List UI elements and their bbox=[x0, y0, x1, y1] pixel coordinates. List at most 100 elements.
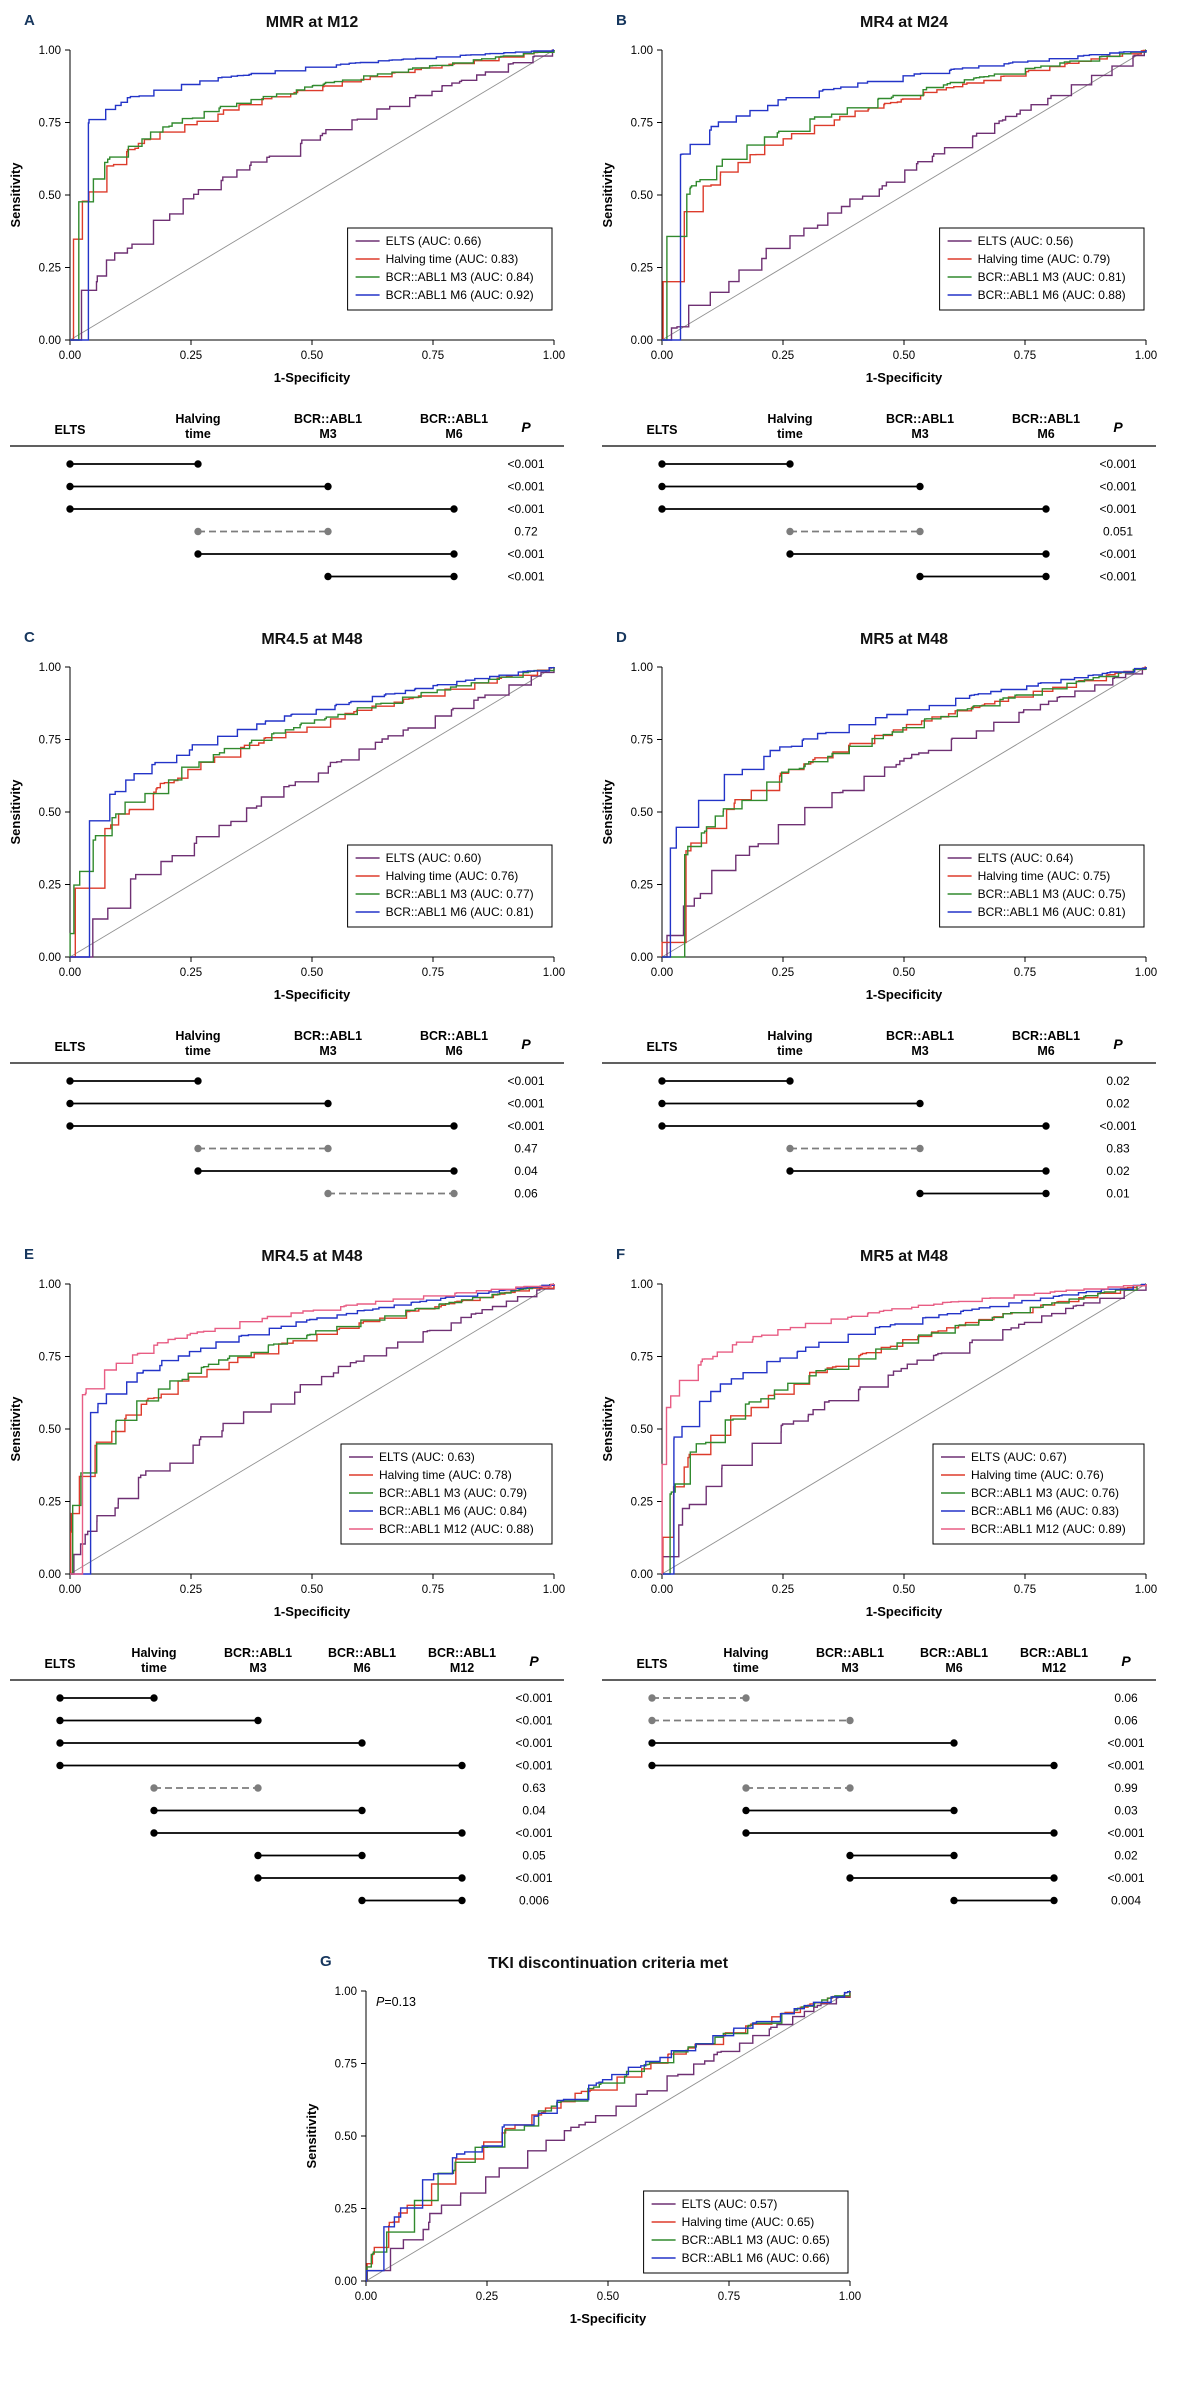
panel-letter: C bbox=[24, 629, 35, 646]
roc-curve-bcr-abl1-m3 bbox=[366, 1990, 851, 2282]
panel-G-header: G TKI discontinuation criteria met bbox=[302, 1951, 880, 1977]
column-header: BCR::ABL1 bbox=[328, 1646, 396, 1660]
column-header: time bbox=[141, 1661, 167, 1675]
x-tick-label: 0.50 bbox=[301, 967, 323, 979]
x-tick-label: 0.00 bbox=[59, 350, 81, 362]
roc-curve-halving-time bbox=[70, 667, 555, 958]
column-header: BCR::ABL1 bbox=[1012, 412, 1080, 426]
comparison-dot bbox=[916, 572, 924, 581]
comparison-dot bbox=[324, 1099, 332, 1108]
x-tick-label: 1.00 bbox=[1135, 1584, 1157, 1596]
roc-curve-halving-time bbox=[661, 666, 1147, 958]
panel-letter: E bbox=[24, 1246, 35, 1263]
comparison-dot bbox=[786, 1077, 794, 1085]
column-header: M3 bbox=[319, 427, 336, 441]
roc-plot-svg: 0.00 0.00 0.25 0.25 0.50 0.50 0.75 0.75 1.00 1.00… bbox=[304, 1986, 861, 2326]
column-header: BCR::ABL1 bbox=[420, 412, 488, 426]
panel-D: D MR5 at M48 0.00 0.00 0.25 0.25 0.50 0.50 0.7… bbox=[598, 627, 1176, 1214]
p-column-header: P bbox=[1113, 419, 1123, 435]
column-header: Halving bbox=[767, 1029, 812, 1043]
comparison-dot bbox=[916, 1099, 924, 1108]
x-tick-label: 0.75 bbox=[422, 967, 444, 979]
x-tick-label: 0.50 bbox=[893, 967, 915, 979]
x-axis-label: 1-Specificity bbox=[274, 1604, 351, 1619]
legend: ELTS (AUC: 0.57) Halving time (AUC: 0.65)… bbox=[643, 2190, 849, 2274]
comparison-dot bbox=[150, 1829, 158, 1837]
column-header: Halving bbox=[175, 1029, 220, 1043]
p-value: 0.04 bbox=[522, 1804, 546, 1818]
y-axis-label: Sensitivity bbox=[600, 779, 615, 845]
legend-label: BCR::ABL1 M3 (AUC: 0.65) bbox=[682, 2233, 830, 2247]
roc-curve-bcr-abl1-m6 bbox=[70, 49, 554, 341]
legend-label: BCR::ABL1 M3 (AUC: 0.81) bbox=[978, 270, 1126, 284]
panel-title: MR5 at M48 bbox=[859, 1248, 949, 1265]
p-value: 0.01 bbox=[1106, 1187, 1130, 1201]
column-header: ELTS bbox=[54, 1040, 85, 1054]
axes bbox=[361, 1990, 851, 2286]
figure-row-3: E MR4.5 at M48 0.00 0.00 0.25 0.25 0.50 0.50 0… bbox=[0, 1244, 1182, 1921]
comparison-row: 0.06 bbox=[648, 1691, 1138, 1705]
panel-letter: F bbox=[616, 1246, 626, 1263]
comparison-row: 0.06 bbox=[324, 1187, 538, 1201]
y-tick-label: 0.00 bbox=[39, 1569, 61, 1581]
y-tick-label: 0.50 bbox=[39, 807, 61, 819]
x-tick-label: 1.00 bbox=[839, 2291, 861, 2303]
legend-box bbox=[340, 1443, 553, 1545]
comparison-row: <0.001 bbox=[66, 480, 545, 494]
comparison-dot bbox=[1042, 550, 1050, 558]
comparison-dot bbox=[742, 1784, 750, 1792]
roc-curve-bcr-abl1-m6 bbox=[365, 1991, 851, 2282]
comparison-dot bbox=[786, 1144, 794, 1153]
legend: ELTS (AUC: 0.66) Halving time (AUC: 0.83)… bbox=[347, 227, 553, 311]
y-tick-label: 0.00 bbox=[39, 952, 61, 964]
y-tick-label: 1.00 bbox=[39, 45, 61, 57]
comparison-row: <0.001 bbox=[66, 502, 545, 516]
x-tick-label: 0.50 bbox=[301, 350, 323, 362]
legend-label: BCR::ABL1 M6 (AUC: 0.66) bbox=[682, 2251, 830, 2265]
axes bbox=[65, 49, 555, 345]
panel-letter: B bbox=[616, 12, 627, 29]
comparison-dot bbox=[66, 1099, 74, 1108]
x-tick-label: 0.00 bbox=[651, 1584, 673, 1596]
y-tick-label: 0.75 bbox=[39, 118, 61, 130]
column-header: M6 bbox=[353, 1661, 370, 1675]
figure-root: A MMR at M12 0.00 0.00 0.25 0.25 0.50 0.50 0.7… bbox=[0, 10, 1182, 2335]
comparison-row: <0.001 bbox=[846, 1871, 1145, 1885]
column-header: BCR::ABL1 bbox=[420, 1029, 488, 1043]
column-header: M3 bbox=[249, 1661, 266, 1675]
comparison-row: 0.051 bbox=[786, 525, 1133, 539]
comparison-dot bbox=[1042, 572, 1050, 581]
comparison-row: <0.001 bbox=[916, 570, 1137, 584]
comparison-dot bbox=[450, 505, 458, 513]
p-column-header: P bbox=[1113, 1036, 1123, 1052]
roc-curve-bcr-abl1-m3 bbox=[662, 1283, 1147, 1575]
legend-label: BCR::ABL1 M12 (AUC: 0.89) bbox=[971, 1522, 1126, 1536]
roc-curve-bcr-abl1-m6 bbox=[70, 1284, 555, 1575]
comparison-dot bbox=[648, 1716, 656, 1725]
p-value: <0.001 bbox=[515, 1714, 552, 1728]
comparison-dot bbox=[358, 1851, 366, 1860]
figure-row-4: G TKI discontinuation criteria met 0.00 0… bbox=[0, 1951, 1182, 2335]
figure-row-1: A MMR at M12 0.00 0.00 0.25 0.25 0.50 0.50 0.7… bbox=[0, 10, 1182, 597]
legend-label: BCR::ABL1 M6 (AUC: 0.88) bbox=[978, 288, 1126, 302]
column-header: BCR::ABL1 bbox=[816, 1646, 884, 1660]
roc-curve-elts bbox=[662, 667, 1147, 958]
column-header: ELTS bbox=[44, 1657, 75, 1671]
p-value: <0.001 bbox=[515, 1826, 552, 1840]
comparison-dot bbox=[324, 482, 332, 491]
roc-curve-bcr-abl1-m6 bbox=[70, 667, 555, 958]
roc-chart: 0.00 0.00 0.25 0.25 0.50 0.50 0.75 0.75 1.00 1.00… bbox=[598, 1272, 1160, 1628]
pairwise-comparison-table: ELTS Halving time BCR::ABL1 M3 BCR::ABL1 M6 P <0… bbox=[598, 408, 1160, 597]
panel-C-header: C MR4.5 at M48 bbox=[6, 627, 584, 653]
comparison-dot bbox=[458, 1761, 466, 1770]
y-tick-label: 0.75 bbox=[335, 2059, 357, 2071]
comparison-row: 0.04 bbox=[194, 1164, 538, 1178]
roc-curve-bcr-abl1-m3 bbox=[70, 1283, 555, 1575]
comparison-dot bbox=[66, 1077, 74, 1085]
legend-label: BCR::ABL1 M3 (AUC: 0.75) bbox=[978, 887, 1126, 901]
comparison-dot bbox=[56, 1716, 64, 1725]
roc-curve-bcr-abl1-m6 bbox=[662, 50, 1147, 341]
panel-F: F MR5 at M48 0.00 0.00 0.25 0.25 0.50 0.50 0.7… bbox=[598, 1244, 1176, 1921]
x-tick-label: 0.75 bbox=[1014, 967, 1036, 979]
comparison-dot bbox=[254, 1851, 262, 1860]
